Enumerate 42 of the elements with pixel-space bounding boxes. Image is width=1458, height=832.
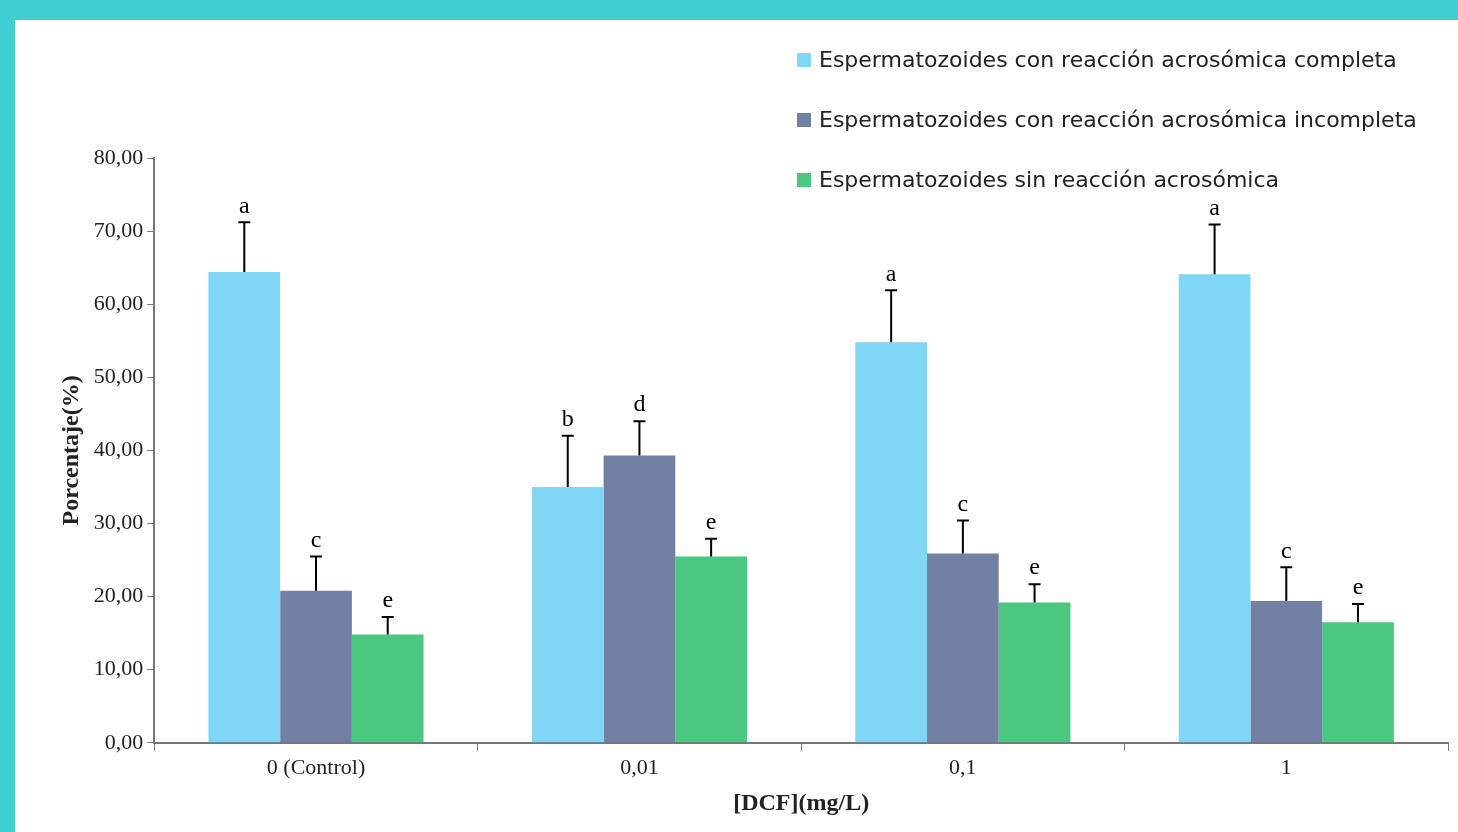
data-label: c <box>957 489 969 516</box>
data-label: e <box>1029 553 1040 580</box>
x-tick-label: 1 <box>1280 753 1292 779</box>
y-tick-label: 40,00 <box>93 436 144 462</box>
y-tick-label: 50,00 <box>93 363 144 389</box>
x-axis-title: [DCF](mg/L) <box>733 788 870 815</box>
y-tick-label: 10,00 <box>93 655 144 681</box>
y-tick-label: 30,00 <box>93 509 144 535</box>
y-tick-label: 20,00 <box>93 582 144 608</box>
data-label: a <box>1209 193 1221 220</box>
legend-label: Espermatozoides sin reacción acrosómica <box>819 167 1280 192</box>
bar <box>855 342 928 743</box>
bar <box>603 455 676 743</box>
data-label: e <box>1352 573 1364 600</box>
y-axis-title: Porcentaje(%) <box>56 375 83 526</box>
data-label: c <box>1280 536 1292 563</box>
data-label: a <box>238 191 250 218</box>
bar <box>351 634 424 743</box>
x-tick-label: 0 (Control) <box>266 753 366 779</box>
x-tick-label: 0,1 <box>949 753 977 779</box>
data-label: e <box>382 586 394 613</box>
y-tick-label: 60,00 <box>93 289 144 315</box>
bar <box>208 272 281 743</box>
y-tick-label: 0,00 <box>104 728 144 754</box>
data-label: c <box>310 525 322 552</box>
y-tick-label: 80,00 <box>93 143 144 169</box>
bar <box>1322 622 1394 743</box>
data-label: d <box>633 390 646 417</box>
legend-label: Espermatozoides con reacción acrosómica completa <box>819 46 1397 74</box>
y-tick-label: 70,00 <box>93 216 144 242</box>
bar <box>675 556 747 743</box>
data-label: a <box>885 259 897 286</box>
x-tick-label: 0,01 <box>620 753 659 779</box>
bar <box>998 602 1071 743</box>
bar <box>531 486 604 743</box>
bar <box>1250 600 1323 743</box>
data-label: e <box>705 508 717 535</box>
legend-label: Espermatozoides con reacción acrosómica incompleta <box>819 106 1417 134</box>
bar <box>1178 274 1251 743</box>
bar <box>927 553 999 743</box>
bar <box>280 590 352 743</box>
data-label: b <box>561 405 574 432</box>
